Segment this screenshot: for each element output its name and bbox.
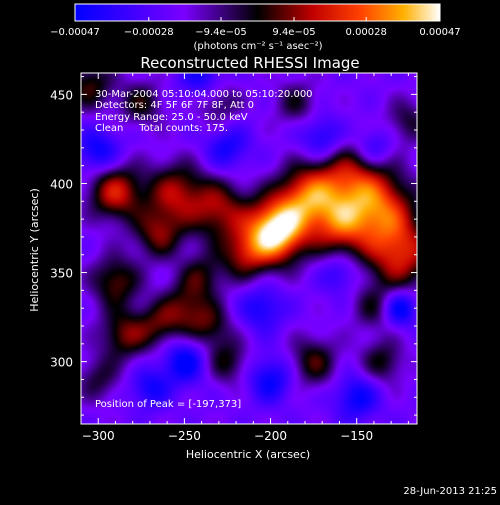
annotation-peak-position: Position of Peak = [-197,373] — [95, 399, 241, 410]
y-axis: 300 350 400 450 — [50, 76, 417, 416]
colorbar-ticks: −0.00047 −0.00028 −9.4e−05 9.4e−05 0.00028 0.… — [50, 17, 461, 38]
y-tick-label: 350 — [50, 267, 73, 281]
annotation-energy-range: Energy Range: 25.0 - 50.0 keV — [95, 112, 248, 123]
x-axis: −300 −250 −200 −150 — [80, 73, 409, 443]
annotation-time-range: 30-Mar-2004 05:10:04.000 to 05:10:20.000 — [95, 89, 313, 100]
colorbar-unit-label: (photons cm⁻² s⁻¹ asec⁻²) — [193, 41, 322, 52]
plot-frame — [80, 72, 418, 425]
colorbar-gradient — [74, 3, 441, 22]
y-tick-label: 300 — [50, 356, 73, 370]
heatmap-area — [81, 73, 417, 424]
y-tick-label: 400 — [50, 177, 73, 191]
annotation-method-counts: Clean Total counts: 175. — [95, 123, 228, 134]
colorbar-tick-label: −0.00028 — [124, 27, 174, 38]
x-tick-label: −200 — [254, 429, 287, 443]
x-axis-label: Heliocentric X (arcsec) — [186, 448, 310, 461]
y-axis-label: Heliocentric Y (arcsec) — [28, 188, 41, 312]
colorbar-tick-label: 9.4e−05 — [272, 27, 315, 38]
colorbar-tick-label: 0.00047 — [419, 27, 460, 38]
colorbar-tick-label: 0.00028 — [346, 27, 387, 38]
colorbar: −0.00047 −0.00028 −9.4e−05 9.4e−05 0.00028 0.… — [50, 3, 461, 52]
plot-annotations: 30-Mar-2004 05:10:04.000 to 05:10:20.000… — [95, 89, 313, 410]
x-tick-label: −150 — [340, 429, 373, 443]
y-tick-label: 450 — [50, 88, 73, 102]
x-tick-label: −300 — [82, 429, 115, 443]
heatmap-image — [81, 73, 417, 424]
annotation-detectors: Detectors: 4F 5F 6F 7F 8F, Att 0 — [95, 100, 254, 111]
footer-date: 28-Jun-2013 21:25 — [403, 486, 497, 497]
chart-title: Reconstructed RHESSI Image — [140, 54, 359, 72]
x-tick-label: −250 — [168, 429, 201, 443]
colorbar-tick-label: −0.00047 — [50, 27, 100, 38]
colorbar-tick-label: −9.4e−05 — [195, 27, 247, 38]
